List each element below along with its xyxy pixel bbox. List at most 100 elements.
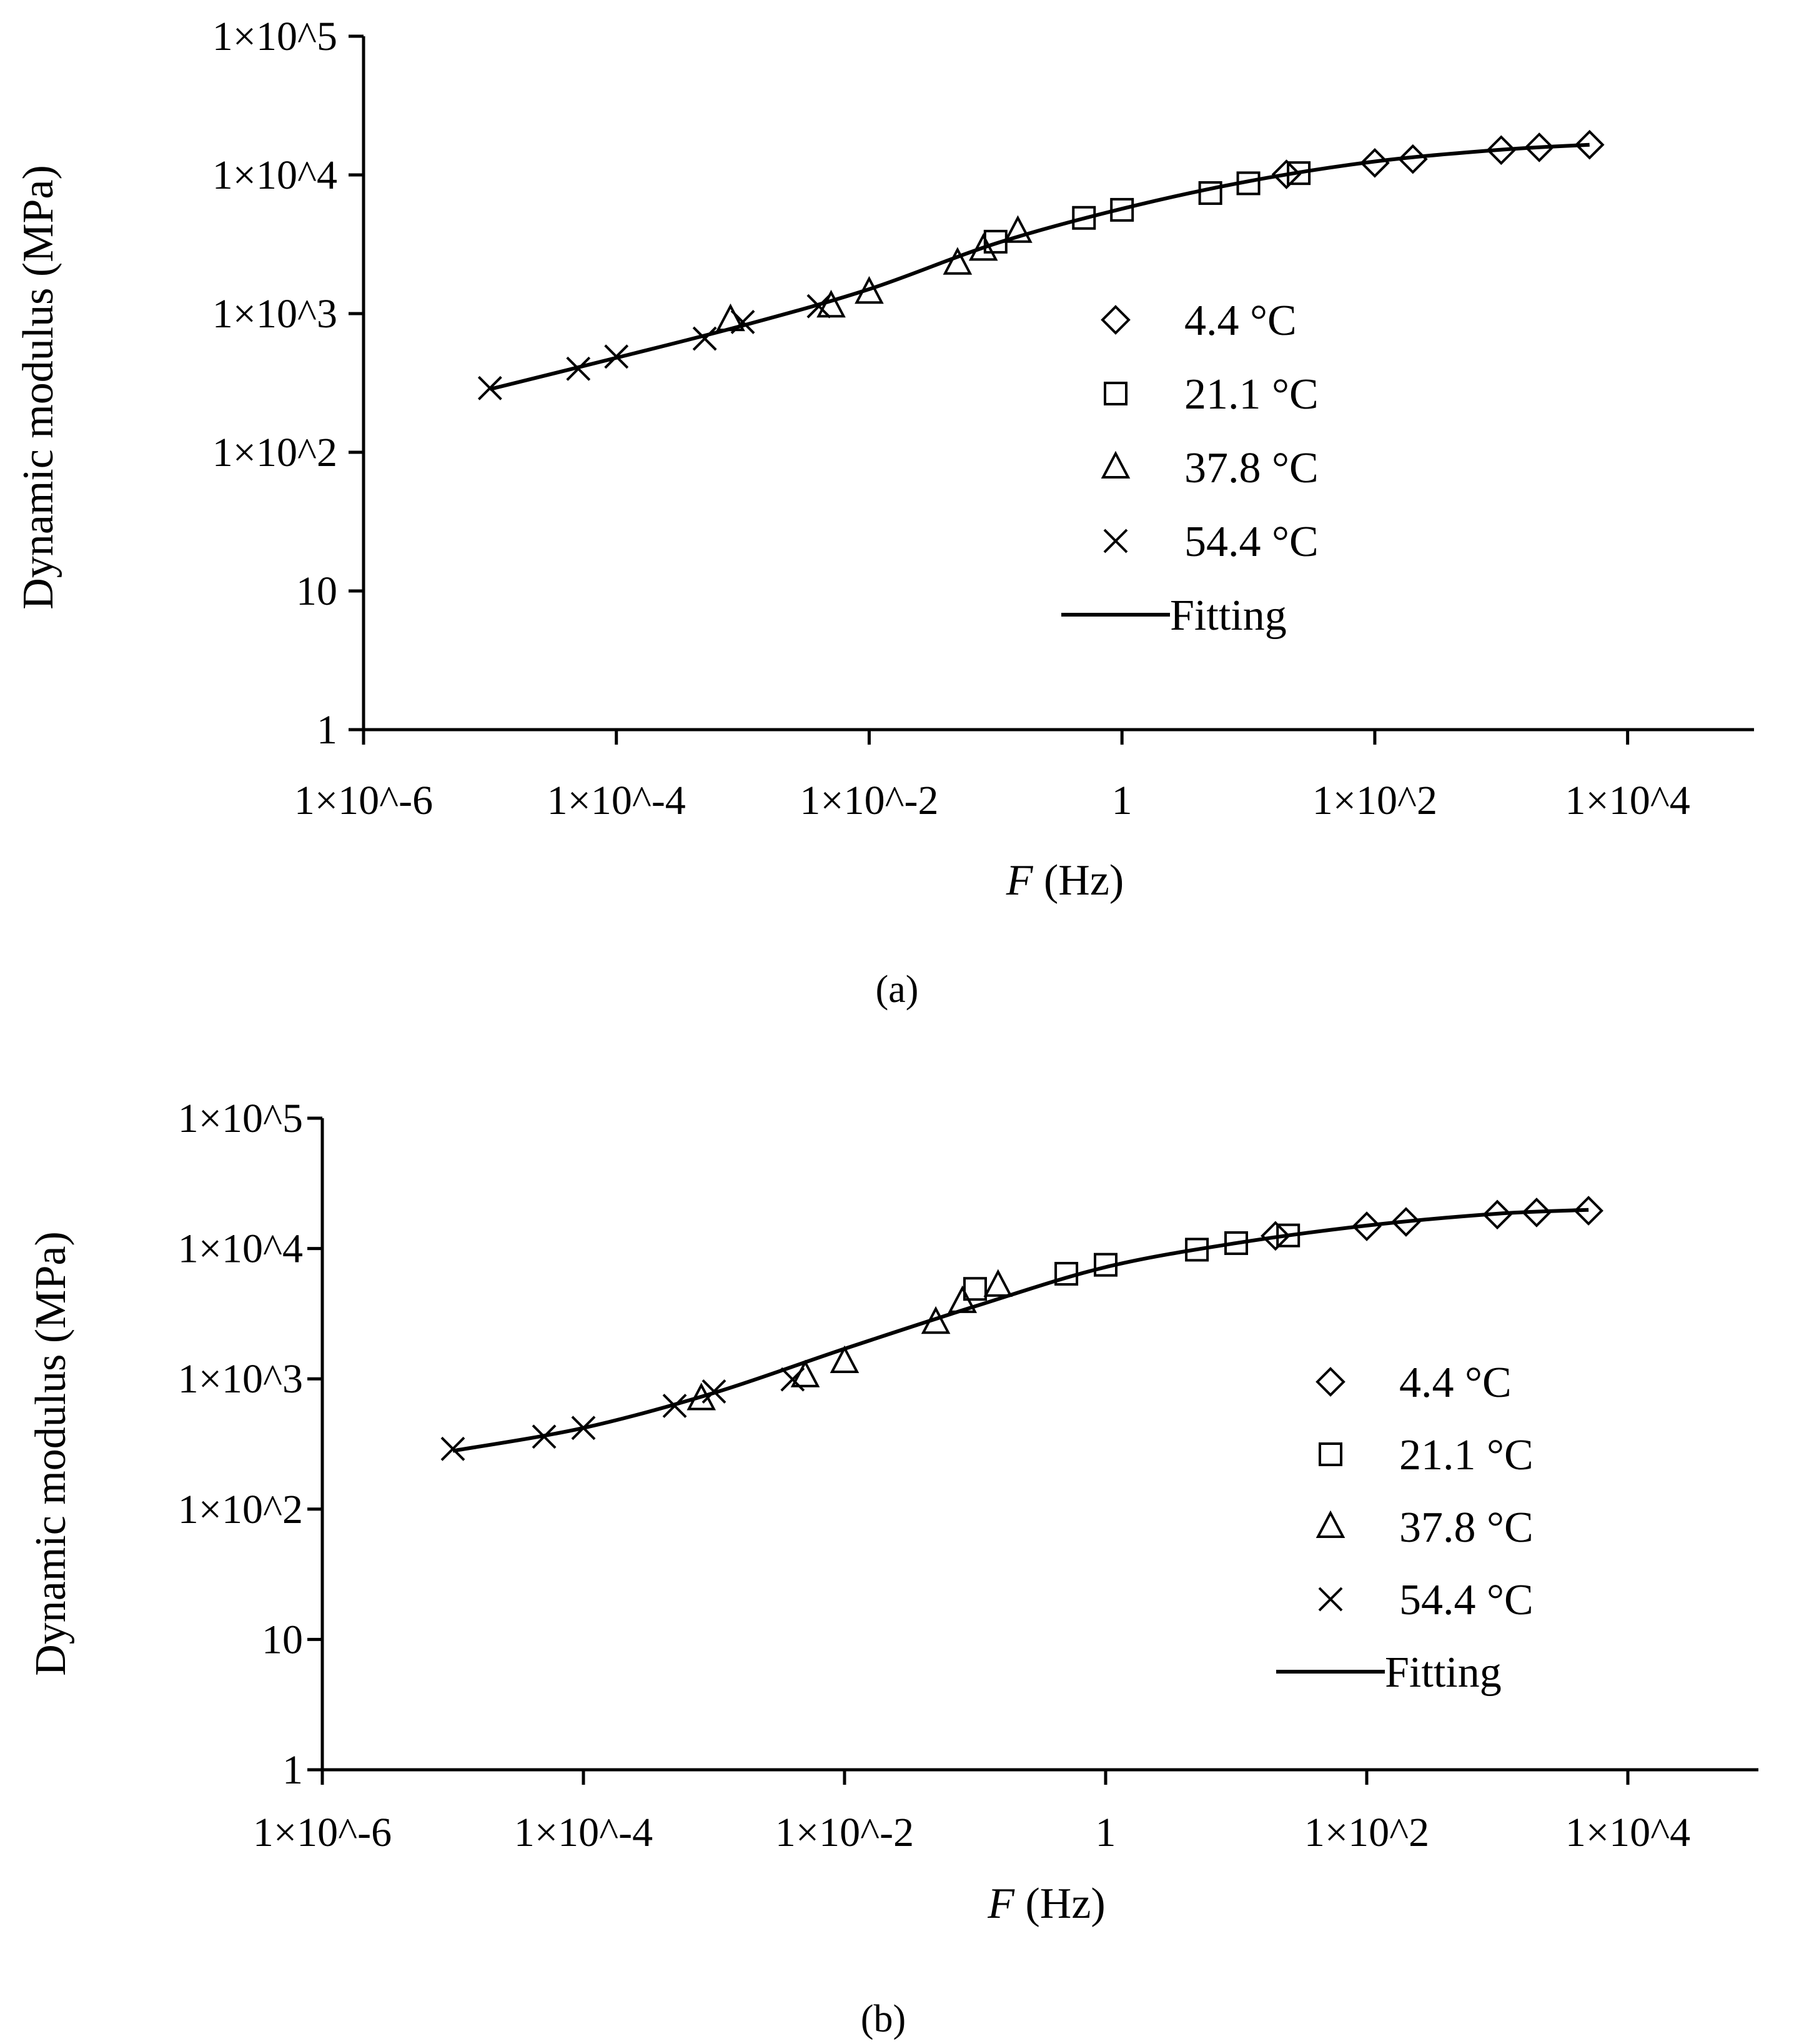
legend-label: 21.1 °C [1184, 370, 1319, 419]
data-point-diamond [1271, 159, 1302, 189]
data-point-triangle [716, 303, 745, 332]
series-points-cross [440, 1367, 805, 1461]
data-point-cross [701, 1379, 726, 1404]
data-point-diamond [1397, 144, 1428, 174]
data-point-square [1094, 1253, 1118, 1277]
data-point-cross [730, 310, 755, 334]
data-point-triangle [816, 289, 846, 318]
y-tick-label: 1×10^5 [212, 14, 337, 59]
data-point-cross-stroke [440, 1436, 465, 1461]
x-axis-title: F (Hz) [1006, 856, 1124, 905]
y-axis-title: Dynamic modulus (MPa) [27, 1231, 75, 1676]
legend-swatch-cross [1318, 1587, 1343, 1612]
x-axis-title-variable: F [1006, 856, 1034, 905]
x-tick-label: 1 [1112, 778, 1132, 823]
data-point-triangle [983, 1269, 1013, 1297]
data-point-diamond [1573, 1196, 1603, 1226]
data-point-cross [780, 1367, 805, 1392]
data-point-diamond [1482, 1199, 1512, 1230]
data-point-cross-stroke [692, 326, 717, 351]
x-tick-label: 1×10^-6 [253, 1810, 392, 1855]
series-line [452, 1208, 1589, 1453]
x-axis-title-unit: (Hz) [1033, 856, 1124, 905]
data-point-diamond [1574, 129, 1605, 160]
legend-swatch-triangle [1316, 1510, 1346, 1538]
y-tick-label: 1×10^2 [178, 1487, 303, 1532]
data-point-diamond [1522, 1198, 1552, 1228]
legend-label: 37.8 °C [1399, 1504, 1534, 1552]
data-point-square [963, 1277, 987, 1301]
legend-swatch-square [1104, 382, 1127, 405]
legend-label: Fitting [1385, 1649, 1502, 1697]
data-point-triangle [948, 1285, 978, 1313]
data-point-cross [806, 294, 831, 319]
x-tick-label: 1×10^4 [1565, 1810, 1690, 1855]
y-axis-title: Dynamic modulus (MPa) [14, 165, 62, 610]
series-points-square [963, 1223, 1301, 1301]
data-point-square [1110, 197, 1134, 222]
data-point-triangle [855, 275, 884, 304]
legend-label: 21.1 °C [1399, 1431, 1534, 1479]
legend-swatch-cross-stroke [1103, 528, 1128, 553]
x-tick-label: 1×10^2 [1312, 778, 1437, 823]
data-point-cross-stroke [604, 344, 629, 369]
legend-swatch-diamond [1101, 305, 1131, 335]
data-point-diamond [1360, 147, 1390, 178]
chart-panel-a: 1 10 1×10^2 1×10^3 1×10^4 1×10^5 1×10^-6 1×10^-… [14, 14, 1754, 905]
y-tick-label: 1×10^4 [178, 1226, 303, 1272]
x-tick-label: 1×10^-2 [800, 778, 938, 823]
data-point-triangle [968, 233, 998, 261]
data-point-cross-stroke [532, 1424, 557, 1449]
data-point-cross [662, 1394, 687, 1418]
y-tick-label: 1 [317, 707, 337, 753]
data-point-cross [477, 375, 502, 400]
legend-swatch-cross-stroke [1318, 1587, 1343, 1612]
y-tick-label: 1 [282, 1747, 303, 1793]
x-axis-title-variable: F [987, 1880, 1015, 1928]
data-point-cross-stroke [662, 1394, 687, 1418]
x-tick-label: 1×10^-4 [514, 1810, 653, 1855]
data-point-cross [440, 1436, 465, 1461]
x-tick-label: 1×10^-4 [547, 778, 686, 823]
panel-a-caption: (a) [876, 968, 919, 1011]
data-point-cross [532, 1424, 557, 1449]
data-point-cross [692, 326, 717, 351]
legend: 4.4 °C 21.1 °C 37.8 °C 54.4 °C Fitting [1276, 1359, 1534, 1697]
series-points-diamond [1271, 129, 1605, 189]
series-points-diamond [1261, 1196, 1603, 1251]
data-point-square [1185, 1238, 1209, 1262]
data-point-triangle [943, 247, 973, 275]
y-tick-label: 10 [296, 568, 337, 614]
legend-swatch-square [1319, 1442, 1342, 1466]
data-point-square [1198, 181, 1222, 206]
data-point-square [1224, 1231, 1248, 1255]
series-points-square [983, 161, 1311, 254]
data-point-cross [604, 344, 629, 369]
legend-swatch-triangle [1101, 450, 1131, 479]
legend-label: 4.4 °C [1399, 1359, 1512, 1407]
legend-swatch-diamond [1316, 1367, 1346, 1397]
x-tick-label: 1×10^4 [1565, 778, 1690, 823]
data-point-diamond [1391, 1207, 1421, 1237]
data-point-triangle [1003, 215, 1033, 243]
series-line [489, 142, 1590, 391]
legend-label: 54.4 °C [1399, 1576, 1534, 1624]
data-point-cross [566, 356, 591, 381]
y-tick-label: 1×10^3 [178, 1356, 303, 1402]
data-point-square [1236, 171, 1261, 196]
data-point-diamond [1352, 1211, 1382, 1241]
x-tick-label: 1×10^-6 [294, 778, 433, 823]
data-point-cross-stroke [571, 1416, 596, 1441]
data-point-cross [571, 1416, 596, 1441]
data-point-cross-stroke [701, 1379, 726, 1404]
x-axis-title: F (Hz) [987, 1880, 1106, 1928]
data-point-triangle [921, 1306, 951, 1334]
x-tick-label: 1×10^2 [1304, 1810, 1429, 1855]
data-point-cross-stroke [806, 294, 831, 319]
data-point-cross-stroke [477, 375, 502, 400]
legend-label: Fitting [1170, 592, 1287, 640]
x-tick-label: 1 [1096, 1810, 1116, 1855]
data-point-square [1276, 1223, 1301, 1248]
y-tick-label: 1×10^4 [212, 152, 337, 198]
